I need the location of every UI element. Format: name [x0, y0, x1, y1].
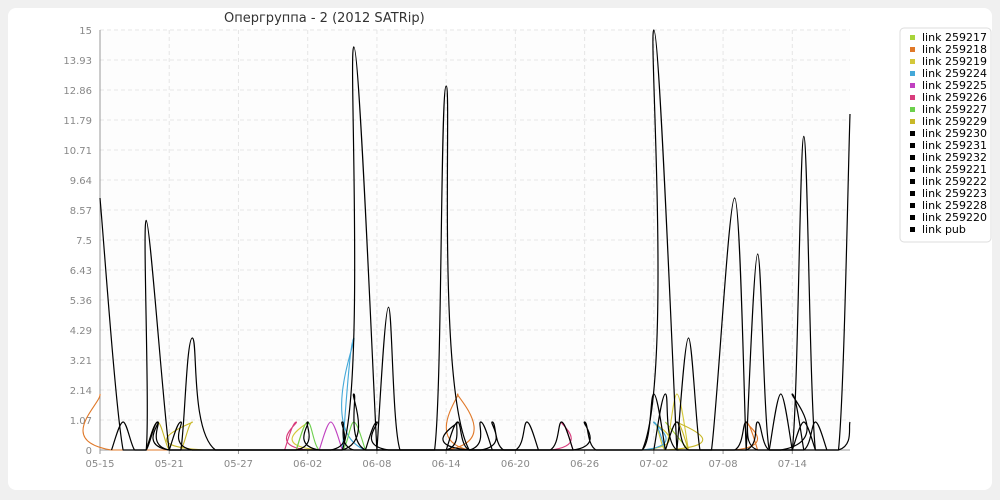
legend-swatch	[910, 179, 915, 184]
x-tick-label: 07-14	[778, 459, 807, 470]
y-tick-label: 4.29	[70, 326, 92, 337]
y-tick-label: 1.07	[70, 416, 92, 427]
legend-swatch	[910, 59, 915, 64]
legend-swatch	[910, 203, 915, 208]
x-tick-label: 06-02	[293, 459, 322, 470]
legend-swatch	[910, 83, 915, 88]
y-tick-label: 11.79	[63, 116, 92, 127]
legend-label: link pub	[922, 223, 966, 236]
series-line-link-259225	[318, 421, 343, 451]
legend-swatch	[910, 215, 915, 220]
legend-label: link 259227	[922, 103, 987, 116]
legend-label: link 259230	[922, 127, 987, 140]
legend-swatch	[910, 47, 915, 52]
x-tick-label: 06-20	[501, 459, 530, 470]
legend-label: link 259231	[922, 139, 987, 152]
y-tick-label: 8.57	[70, 206, 92, 217]
legend-label: link 259226	[922, 91, 987, 104]
y-tick-label: 12.86	[63, 86, 92, 97]
legend-swatch	[910, 143, 915, 148]
y-tick-label: 15	[79, 26, 92, 37]
legend-swatch	[910, 71, 915, 76]
chart-title: Опергруппа - 2 (2012 SATRip)	[224, 11, 425, 26]
series-line-link-pub	[99, 29, 851, 451]
x-tick-label: 05-21	[155, 459, 184, 470]
legend-label: link 259225	[922, 79, 987, 92]
legend-label: link 259221	[922, 163, 987, 176]
y-tick-label: 6.43	[70, 266, 92, 277]
x-tick-label: 06-14	[432, 459, 461, 470]
x-tick-label: 06-08	[362, 459, 391, 470]
legend-label: link 259223	[922, 187, 987, 200]
legend-label: link 259228	[922, 199, 987, 212]
x-tick-label: 05-27	[224, 459, 253, 470]
legend-box	[899, 27, 992, 243]
x-tick-label: 07-08	[709, 459, 738, 470]
y-tick-label: 2.14	[70, 386, 92, 397]
legend-swatch	[910, 227, 915, 232]
legend-swatch	[910, 155, 915, 160]
series-layer	[82, 29, 851, 451]
y-tick-label: 0	[86, 446, 92, 457]
legend-label: link 259232	[922, 151, 987, 164]
legend-swatch	[910, 119, 915, 124]
legend-label: link 259218	[922, 43, 987, 56]
legend-label: link 259217	[922, 31, 987, 44]
series-line-link-259217	[664, 421, 689, 451]
legend-label: link 259220	[922, 211, 987, 224]
legend-label: link 259222	[922, 175, 987, 188]
y-tick-label: 9.64	[70, 176, 92, 187]
legend-label: link 259229	[922, 115, 987, 128]
y-tick-label: 10.71	[63, 146, 92, 157]
x-tick-label: 05-15	[85, 459, 114, 470]
series-line-link-259222	[653, 393, 828, 451]
legend-swatch	[910, 191, 915, 196]
y-tick-label: 3.21	[70, 356, 92, 367]
legend-label: link 259219	[922, 55, 987, 68]
legend-label: link 259224	[922, 67, 987, 80]
legend-swatch	[910, 35, 915, 40]
legend-swatch	[910, 107, 915, 112]
x-tick-label: 07-02	[639, 459, 668, 470]
legend-swatch	[910, 95, 915, 100]
y-tick-label: 7.5	[76, 236, 92, 247]
legend-swatch	[910, 167, 915, 172]
legend-swatch	[910, 131, 915, 136]
y-tick-label: 13.93	[63, 56, 92, 67]
x-tick-label: 06-26	[570, 459, 599, 470]
grid-layer	[100, 29, 850, 450]
y-tick-label: 5.36	[70, 296, 92, 307]
